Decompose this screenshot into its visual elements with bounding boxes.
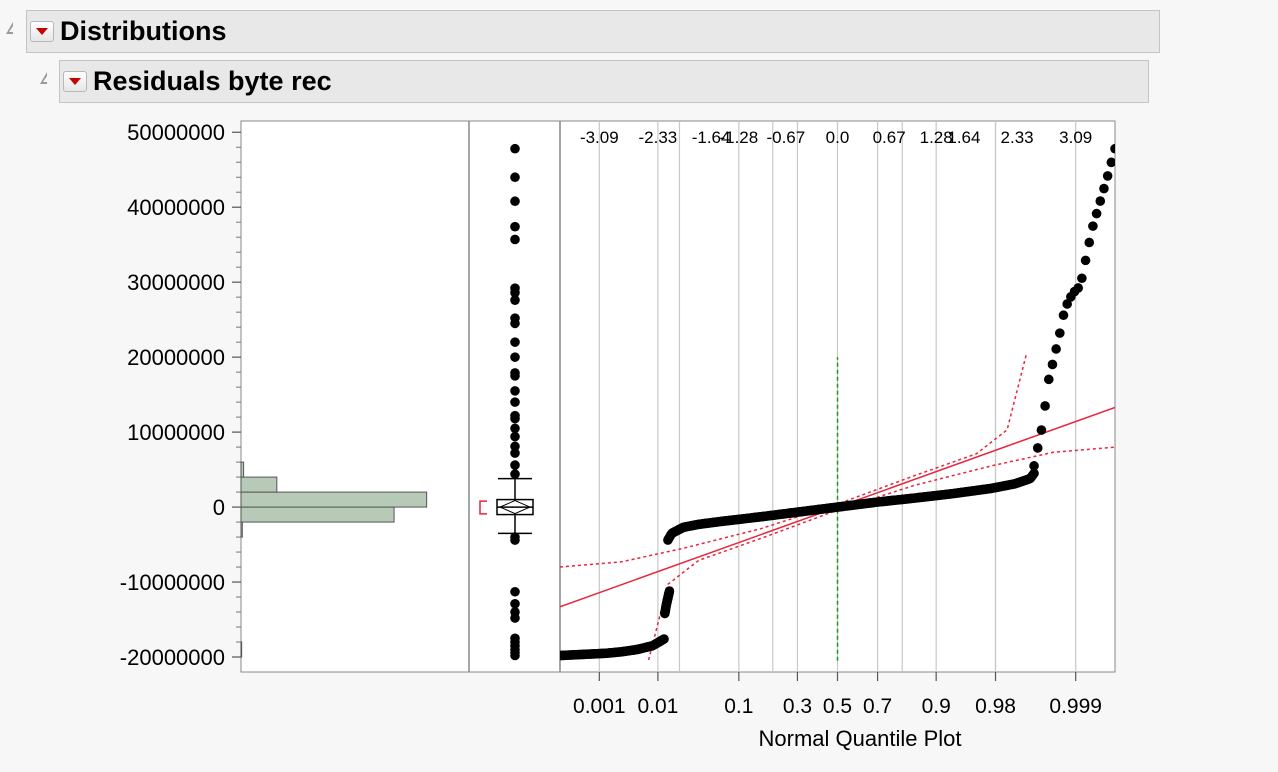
box-plot-outlier-point bbox=[510, 441, 520, 452]
quantile-top-tick-label: 1.64 bbox=[947, 128, 980, 147]
y-axis-tick-label: 20000000 bbox=[127, 345, 225, 370]
quantile-data-point bbox=[659, 634, 669, 644]
quantile-top-tick-label: 1.28 bbox=[920, 128, 953, 147]
quantile-top-tick-label: 3.09 bbox=[1059, 128, 1092, 147]
plot-frame bbox=[240, 120, 1116, 673]
quantile-data-point bbox=[1091, 208, 1102, 219]
distributions-red-triangle-menu-icon[interactable] bbox=[30, 21, 54, 42]
box-plot-outlier-point bbox=[510, 234, 520, 245]
histogram-bar bbox=[240, 506, 395, 523]
quantile-data-point bbox=[1032, 443, 1043, 453]
histogram-bar bbox=[240, 641, 243, 658]
quantile-data-point bbox=[1047, 359, 1058, 370]
box-plot-outlier-point bbox=[510, 598, 520, 609]
y-axis-tick-label: -10000000 bbox=[120, 570, 225, 595]
box-plot-outlier-point bbox=[510, 337, 520, 347]
quantile-bottom-tick-label: 0.01 bbox=[637, 695, 678, 718]
box-plot-outlier-point bbox=[510, 413, 520, 424]
quantile-bottom-tick-label: 0.999 bbox=[1049, 695, 1102, 718]
shortest-half-bracket bbox=[479, 500, 487, 515]
quantile-data-point bbox=[1084, 237, 1095, 248]
y-axis-tick-label: 50000000 bbox=[127, 120, 225, 145]
quantile-data-point bbox=[1029, 468, 1039, 479]
quantile-data-point bbox=[1099, 183, 1109, 194]
box-plot-outlier-point bbox=[510, 460, 520, 470]
histogram-bar bbox=[240, 461, 245, 478]
box-plot-outlier-point bbox=[510, 397, 520, 407]
quantile-data-point bbox=[1051, 344, 1061, 354]
box-plot-outlier-point bbox=[510, 650, 520, 661]
box-plot-outlier-point bbox=[510, 196, 520, 207]
quantile-data-point bbox=[1106, 157, 1115, 168]
residuals-red-triangle-menu-icon[interactable] bbox=[63, 71, 87, 92]
quantile-bottom-tick-label: 0.001 bbox=[573, 695, 626, 718]
quantile-top-tick-label: -3.09 bbox=[580, 128, 619, 147]
quantile-bottom-tick-label: 0.98 bbox=[975, 695, 1016, 718]
quantile-data-point bbox=[1095, 196, 1106, 206]
quantile-bottom-tick-label: 0.9 bbox=[922, 695, 951, 718]
distributions-header[interactable]: Distributions bbox=[26, 10, 1160, 53]
box-plot-outlier-point bbox=[510, 221, 520, 232]
y-axis-tick-label: 0 bbox=[213, 495, 225, 520]
quantile-data-point bbox=[1062, 299, 1072, 309]
box-plot-outlier-point bbox=[510, 318, 520, 329]
box-plot-outlier-point bbox=[510, 386, 520, 396]
box-plot-outlier-point bbox=[510, 371, 520, 381]
quantile-top-tick-label: -2.33 bbox=[639, 128, 678, 147]
y-axis-tick-label: -20000000 bbox=[120, 645, 225, 670]
quantile-data-point bbox=[1102, 171, 1113, 181]
quantile-top-tick-label: 0.0 bbox=[826, 128, 850, 147]
quantile-top-tick-label: -0.67 bbox=[766, 128, 805, 147]
quantile-data-point bbox=[1055, 328, 1065, 338]
box-plot-outlier-point bbox=[510, 469, 520, 479]
box-plot-mean-diamond bbox=[498, 500, 532, 515]
distributions-disclosure-icon[interactable] bbox=[6, 22, 13, 34]
box-plot-outlier-point bbox=[510, 431, 520, 442]
distributions-title: Distributions bbox=[60, 16, 227, 46]
quantile-data-point bbox=[1073, 283, 1084, 293]
quantile-top-tick-label: 0.67 bbox=[873, 128, 906, 147]
box-plot-outlier-point bbox=[510, 172, 520, 183]
quantile-data-point bbox=[1110, 143, 1115, 154]
quantile-bottom-tick-label: 0.5 bbox=[823, 695, 852, 718]
quantile-data-point bbox=[1029, 461, 1039, 471]
quantile-data-point bbox=[1040, 401, 1050, 411]
box-plot-outlier-point bbox=[510, 613, 520, 623]
residuals-disclosure-icon[interactable] bbox=[40, 72, 47, 84]
quantile-data-point bbox=[1058, 310, 1069, 321]
y-axis-tick-label: 40000000 bbox=[127, 195, 225, 220]
box-plot-outlier-point bbox=[510, 352, 520, 362]
histogram-bar bbox=[240, 521, 243, 538]
quantile-top-tick-label: -1.28 bbox=[719, 128, 758, 147]
quantile-bottom-tick-label: 0.1 bbox=[724, 695, 753, 718]
box-plot-outlier-point bbox=[510, 535, 520, 545]
quantile-data-point bbox=[1043, 374, 1054, 385]
quantile-data-point bbox=[664, 586, 675, 596]
box-plot-outlier-point bbox=[510, 448, 520, 458]
quantile-bottom-tick-label: 0.3 bbox=[783, 695, 812, 718]
histogram-bar bbox=[240, 476, 278, 493]
quantile-top-tick-label: -1.64 bbox=[692, 128, 731, 147]
quantile-data-point bbox=[1036, 425, 1047, 435]
residuals-title: Residuals byte rec bbox=[93, 66, 332, 96]
box-plot-outlier-point bbox=[510, 287, 520, 298]
residuals-header[interactable]: Residuals byte rec bbox=[59, 60, 1149, 103]
quantile-plot-area bbox=[560, 143, 1115, 661]
quantile-x-axis-label: Normal Quantile Plot bbox=[759, 726, 962, 751]
quantile-data-point bbox=[1077, 273, 1087, 284]
y-axis-tick-label: 10000000 bbox=[127, 420, 225, 445]
box-plot-outlier-point bbox=[510, 143, 520, 154]
histogram-bar bbox=[240, 491, 428, 508]
quantile-data-point bbox=[1080, 255, 1091, 266]
quantile-bottom-tick-label: 0.7 bbox=[863, 695, 892, 718]
box-plot-outlier-point bbox=[510, 295, 520, 305]
y-axis-tick-label: 30000000 bbox=[127, 270, 225, 295]
box-plot-outlier-point bbox=[510, 423, 520, 434]
quantile-data-point bbox=[1088, 221, 1098, 231]
box-plot-outlier-point bbox=[510, 586, 520, 597]
quantile-top-tick-label: 2.33 bbox=[1001, 128, 1034, 147]
